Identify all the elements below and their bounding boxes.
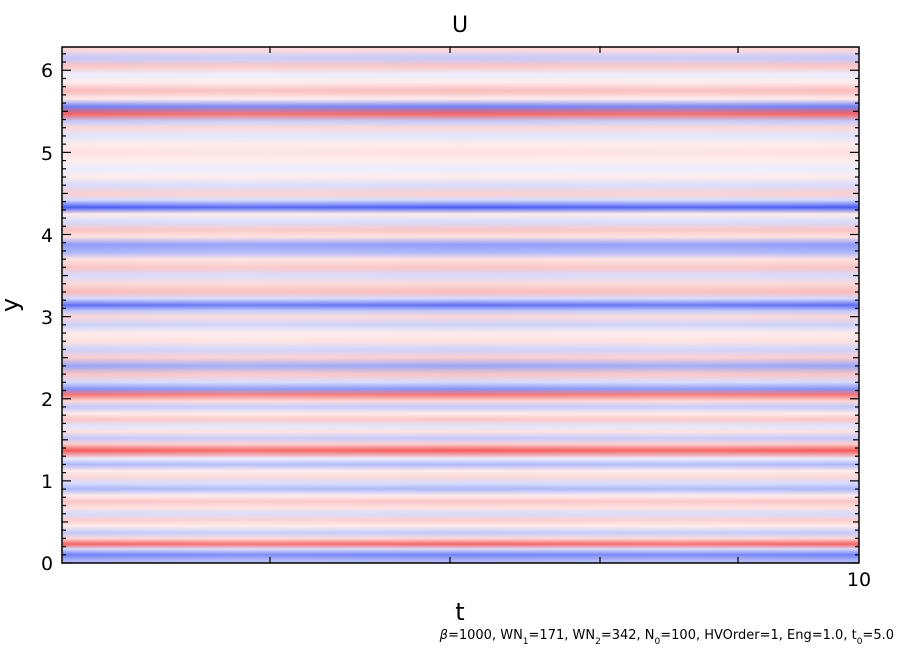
y-tick-label-6: 6 [41,60,53,82]
y-tick-label-5: 5 [41,143,53,165]
plot-frame [61,46,860,564]
chart-title: U [452,13,468,38]
y-tick-label-0: 0 [41,553,53,575]
y-tick-label-4: 4 [41,225,53,247]
caption-subscript: 0 [857,637,863,647]
plot-area [61,46,860,564]
y-tick-labels: 0 1 2 3 4 5 6 [41,60,53,575]
caption-beta: β [439,628,448,643]
heatmap-shading [62,47,859,563]
caption-part: =342, N [601,628,655,643]
caption-subscript: 2 [595,637,601,647]
caption-part: =1000, WN [448,628,523,643]
caption-subscript: 1 [523,637,529,647]
caption-part: =5.0 [862,628,894,643]
axis-ticks [62,47,859,564]
x-axis-label: t [455,598,464,626]
y-tick-label-1: 1 [41,471,53,493]
y-tick-label-3: 3 [41,307,53,329]
caption-subscript: 0 [655,637,661,647]
y-tick-label-2: 2 [41,389,53,411]
caption-part: =171, WN [529,628,596,643]
parameter-caption: β=1000, WN1=171, WN2=342, N0=100, HVOrde… [439,628,894,647]
y-axis-label: y [0,298,24,312]
x-tick-label-10: 10 [847,569,871,591]
caption-part: =100, HVOrder=1, Eng=1.0, t [660,628,856,643]
